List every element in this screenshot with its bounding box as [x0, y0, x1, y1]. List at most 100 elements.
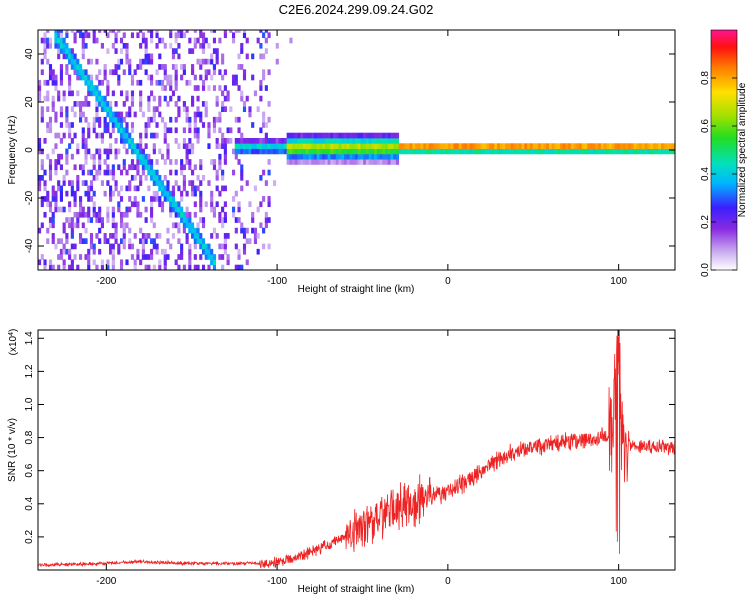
heatmap-cell [158, 95, 162, 102]
heatmap-cell [185, 153, 189, 160]
heatmap-cell [100, 95, 104, 102]
heatmap-cell [180, 190, 184, 197]
heatmap-cell [223, 106, 227, 112]
heatmap-cell [139, 64, 143, 70]
heatmap-cell [89, 217, 94, 223]
heatmap-cell [363, 138, 367, 144]
heatmap-cell [130, 143, 135, 149]
heatmap-cell [218, 190, 222, 197]
heatmap-cell [201, 32, 206, 39]
heatmap-cell [78, 164, 83, 171]
heatmap-cell [374, 132, 378, 139]
heatmap-cell [114, 69, 118, 76]
heatmap-cell [573, 148, 577, 155]
heatmap-cell [458, 148, 462, 155]
heatmap-cell [128, 64, 132, 70]
heatmap-cell [357, 148, 361, 155]
heatmap-cell [185, 190, 189, 197]
heatmap-cell [51, 101, 55, 107]
heatmap-cell [109, 116, 113, 123]
heatmap-cell [199, 206, 203, 213]
heatmap-cell [51, 74, 55, 81]
heatmap-cell [458, 143, 462, 149]
x-tick-label: -200 [96, 276, 116, 287]
heatmap-cell [240, 132, 244, 139]
heatmap-cell [546, 148, 550, 155]
heatmap-cell [221, 138, 225, 144]
heatmap-cell [581, 148, 585, 155]
heatmap-cell [59, 79, 63, 86]
heatmap-cell [152, 169, 156, 176]
heatmap-cell [428, 148, 432, 155]
heatmap-cell [551, 148, 555, 155]
heatmap-cell [48, 64, 53, 70]
heatmap-cell [363, 132, 367, 139]
heatmap-cell [139, 90, 143, 97]
heatmap-cell [169, 42, 173, 49]
heatmap-cell [158, 185, 162, 192]
heatmap-cell [57, 159, 61, 165]
heatmap-cell [169, 116, 173, 123]
heatmap-cell [163, 190, 167, 197]
heatmap-cell [439, 143, 443, 149]
heatmap-cell [529, 148, 533, 155]
heatmap-cell [130, 127, 135, 134]
heatmap-cell [87, 90, 91, 97]
heatmap-cell [81, 37, 85, 44]
heatmap-cell [136, 153, 140, 160]
heatmap-cell [136, 211, 140, 218]
heatmap-cell [59, 30, 63, 33]
heatmap-cell [346, 159, 350, 165]
heatmap-cell [647, 143, 651, 149]
heatmap-cell [344, 138, 348, 144]
heatmap-cell [191, 185, 195, 192]
heatmap-cell [125, 138, 129, 144]
heatmap-cell [160, 185, 165, 192]
heatmap-cell [259, 53, 263, 60]
heatmap-cell [436, 148, 441, 155]
heatmap-cell [87, 85, 91, 91]
heatmap-cell [349, 153, 353, 160]
heatmap-cell [152, 95, 156, 102]
heatmap-cell [338, 132, 342, 139]
heatmap-cell [204, 254, 208, 260]
heatmap-cell [62, 95, 66, 102]
heatmap-cell [221, 106, 225, 112]
heatmap-cell [327, 143, 331, 149]
heatmap-cell [379, 159, 383, 165]
heatmap-cell [570, 143, 574, 149]
heatmap-cell [221, 217, 225, 223]
heatmap-cell [341, 138, 345, 144]
heatmap-cell [538, 143, 542, 149]
heatmap-cell [136, 159, 140, 165]
heatmap-cell [130, 138, 135, 144]
heatmap-cell [406, 143, 411, 149]
heatmap-cell [240, 169, 244, 176]
heatmap-cell [119, 111, 124, 118]
heatmap-cell [48, 169, 53, 176]
x-tick-label: 0 [445, 576, 451, 587]
heatmap-cell [201, 79, 206, 86]
heatmap-cell [584, 143, 588, 149]
heatmap-cell [223, 238, 227, 244]
heatmap-cell [188, 222, 192, 229]
heatmap-cell [177, 106, 181, 112]
heatmap-cell [87, 185, 91, 192]
heatmap-cell [147, 58, 151, 65]
heatmap-cell [78, 206, 83, 213]
heatmap-cell [46, 238, 50, 244]
heatmap-cell [152, 174, 156, 181]
heatmap-cell [431, 143, 435, 149]
heatmap-cell [114, 153, 118, 160]
heatmap-cell [40, 37, 44, 44]
heatmap-cell [256, 143, 260, 149]
heatmap-cell [538, 148, 542, 155]
heatmap-cell [333, 148, 337, 155]
heatmap-cell [89, 58, 94, 65]
heatmap-cell [532, 148, 536, 155]
heatmap-cell [434, 143, 438, 149]
heatmap-cell [43, 180, 47, 186]
heatmap-cell [199, 58, 203, 65]
heatmap-cell [163, 174, 167, 181]
